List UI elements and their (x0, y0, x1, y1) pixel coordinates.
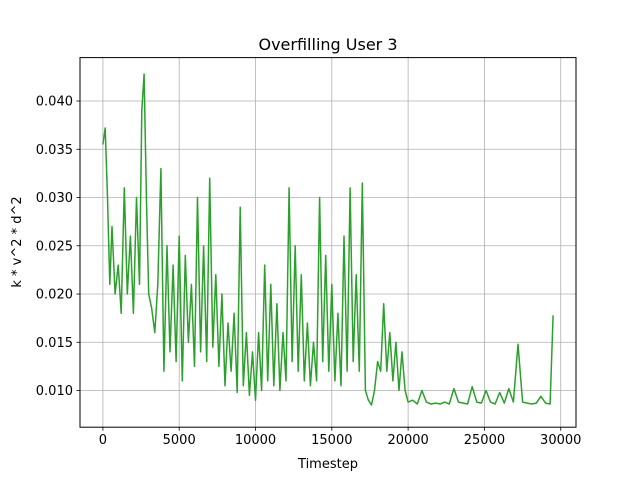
x-axis-label: Timestep (297, 457, 358, 472)
x-tick-label: 25000 (464, 433, 505, 448)
y-axis-label: k * v^2 * d^2 (10, 196, 25, 287)
x-ticks: 0 5000 10000 15000 20000 25000 30000 (99, 427, 581, 448)
y-tick-label: 0.020 (36, 288, 73, 303)
y-tick-label: 0.025 (36, 239, 73, 254)
y-tick-label: 0.015 (36, 336, 73, 351)
chart-title: Overfilling User 3 (258, 35, 397, 54)
y-tick-label: 0.035 (36, 143, 73, 158)
y-tick-label: 0.040 (36, 95, 73, 110)
x-tick-label: 15000 (311, 433, 352, 448)
y-tick-label: 0.030 (36, 191, 73, 206)
x-tick-label: 5000 (163, 433, 196, 448)
grid (80, 57, 576, 428)
x-tick-label: 30000 (540, 433, 581, 448)
y-tick-label: 0.010 (36, 384, 73, 399)
series-layer (102, 73, 554, 406)
y-ticks: 0.010 0.015 0.020 0.025 0.030 0.035 0.040 (36, 95, 80, 399)
plot-frame (79, 57, 577, 428)
series-line-0 (102, 73, 554, 406)
x-tick-label: 10000 (235, 433, 276, 448)
x-tick-label: 20000 (387, 433, 428, 448)
x-tick-label: 0 (99, 433, 107, 448)
